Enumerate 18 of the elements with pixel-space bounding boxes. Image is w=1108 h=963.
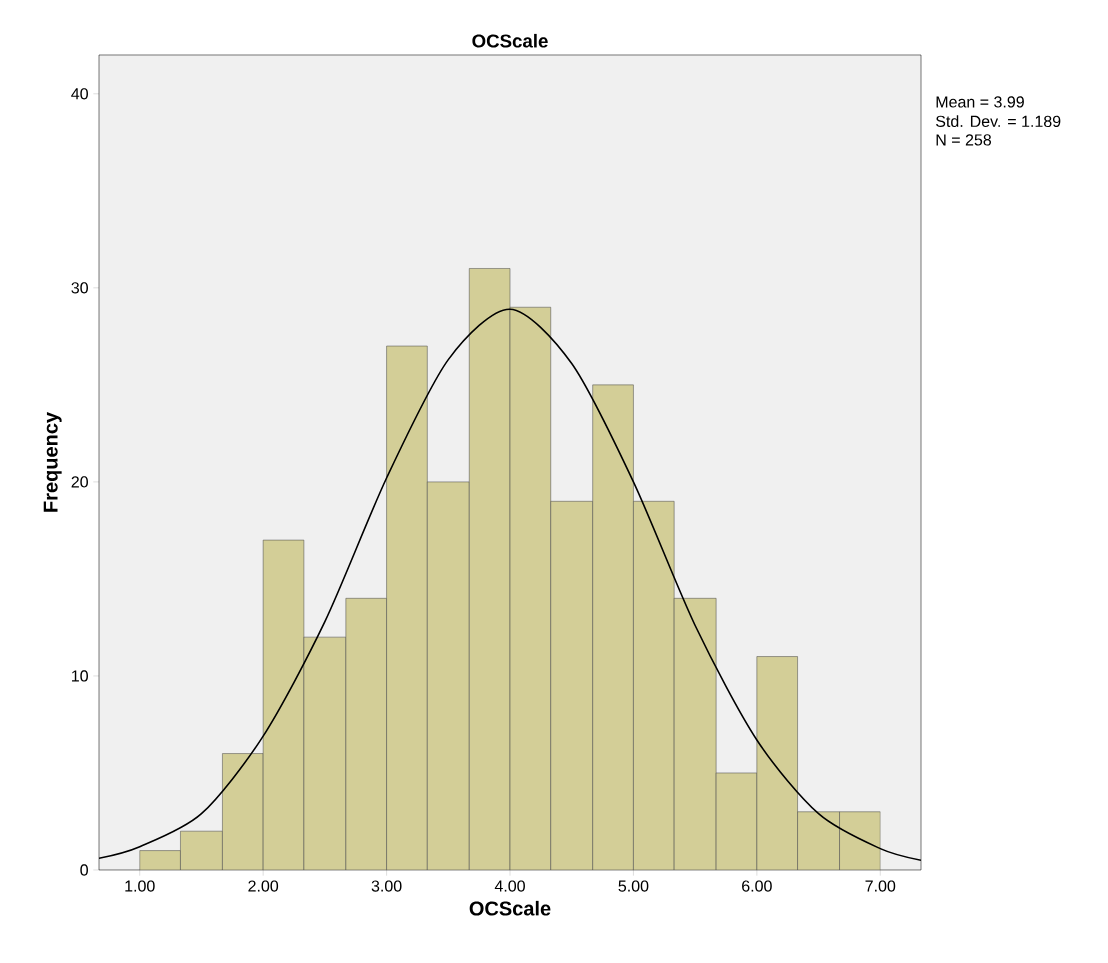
x-axis-title: OCScale	[469, 900, 551, 916]
text: Mean = 3.99	[936, 96, 1024, 108]
x-tick-label: 2.00	[248, 880, 279, 892]
text: Std. Dev. = 1.189	[936, 115, 1061, 127]
chart-title: OCScale	[472, 33, 548, 48]
y-tick-label: 30	[71, 282, 88, 294]
y-tick-label: 10	[72, 670, 88, 682]
x-tick-label: 7.00	[865, 880, 896, 892]
x-tick-label: 4.00	[494, 880, 525, 892]
x-tick-label: 3.00	[371, 880, 402, 892]
x-tick-label: 1.00	[125, 880, 155, 892]
x-tick-label: 5.00	[618, 880, 649, 892]
x-tick-label: 6.00	[742, 880, 772, 892]
y-tick-label: 0	[80, 864, 88, 876]
y-axis-title: Frequency	[43, 412, 62, 512]
y-tick-label: 20	[71, 476, 88, 488]
text: N = 258	[936, 134, 992, 146]
y-tick-label: 40	[71, 88, 88, 100]
